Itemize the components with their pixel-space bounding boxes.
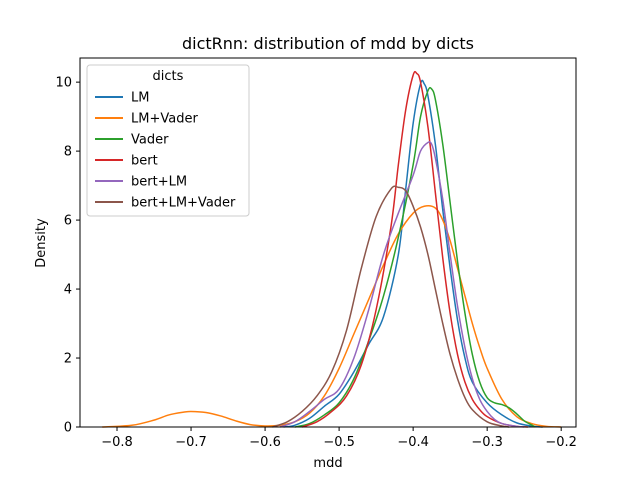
legend-title: dicts xyxy=(153,69,184,84)
series-line-lm-plus-vader xyxy=(102,205,562,428)
y-tick-label: 8 xyxy=(64,145,72,160)
series-line-bert-plus-lm-plus-vader xyxy=(272,185,510,428)
series-line-lm xyxy=(283,79,543,428)
y-axis-label: Density xyxy=(34,218,49,268)
legend-entry-label: bert xyxy=(131,154,158,169)
series-line-vader xyxy=(294,86,536,428)
x-tick-label: −0.8 xyxy=(101,435,133,450)
chart-title: dictRnn: distribution of mdd by dicts xyxy=(182,34,474,53)
y-tick-label: 10 xyxy=(55,76,72,91)
x-tick-label: −0.7 xyxy=(175,435,207,450)
axes-frame xyxy=(79,57,577,428)
x-axis-label: mdd xyxy=(313,456,342,471)
plot-area xyxy=(102,70,562,428)
legend-box xyxy=(86,64,250,217)
legend: dicts LM LM+Vader Vader bert bert+LM bert+LM+… xyxy=(86,64,250,217)
x-tick-label: −0.6 xyxy=(249,435,281,450)
legend-entry-label: LM+Vader xyxy=(131,112,198,127)
x-tick-label: −0.3 xyxy=(471,435,503,450)
series-line-bert xyxy=(301,70,528,428)
legend-entry-label: LM xyxy=(131,91,149,106)
y-tick-label: 2 xyxy=(64,352,72,367)
legend-items: LM LM+Vader Vader bert bert+LM bert+LM+Vader xyxy=(95,91,236,211)
y-axis: 0 2 4 6 8 10 xyxy=(55,76,80,436)
legend-entry-label: Vader xyxy=(131,133,169,148)
y-tick-label: 6 xyxy=(64,214,72,229)
x-tick-label: −0.4 xyxy=(397,435,429,450)
series-line-bert-plus-lm xyxy=(279,141,525,428)
y-tick-label: 4 xyxy=(64,283,72,298)
x-tick-label: −0.2 xyxy=(545,435,577,450)
legend-entry-label: bert+LM+Vader xyxy=(131,196,236,211)
legend-entry-label: bert+LM xyxy=(131,175,187,190)
y-tick-label: 0 xyxy=(64,421,72,436)
x-tick-label: −0.5 xyxy=(323,435,355,450)
x-axis: −0.8 −0.7 −0.6 −0.5 −0.4 −0.3 −0.2 xyxy=(101,427,577,450)
